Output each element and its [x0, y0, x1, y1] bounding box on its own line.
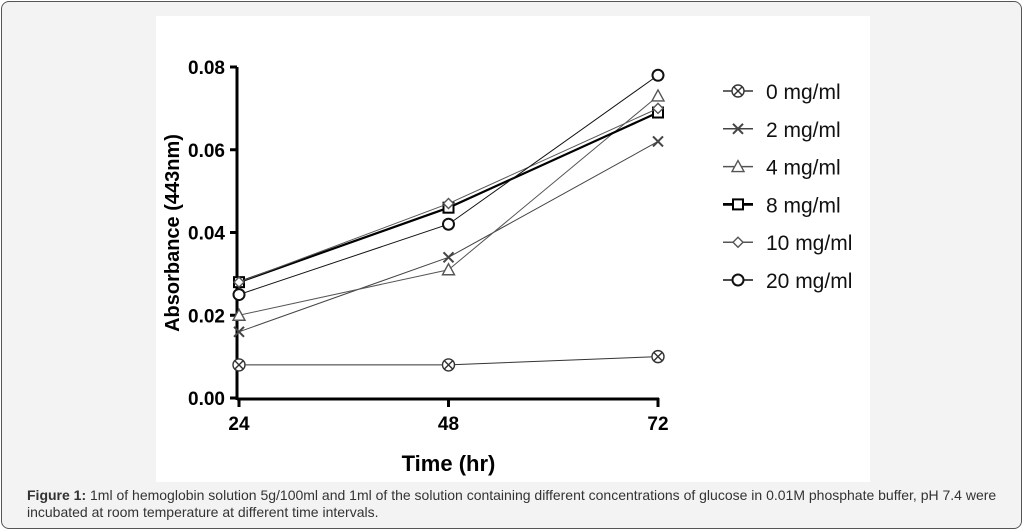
data-point-0-2: [651, 349, 665, 364]
y-tick-label: 0.00: [188, 389, 225, 410]
x-tick-label: 24: [228, 414, 250, 435]
legend-marker-0: [731, 84, 745, 98]
data-point-0-0: [232, 358, 246, 372]
data-point-2-0: [231, 307, 247, 321]
y-axis-label: Absorbance (443nm): [162, 134, 184, 332]
data-point-2-2: [650, 88, 666, 102]
legend-marker-2: [730, 159, 746, 173]
x-tick-label: 72: [647, 414, 668, 435]
x-tick-label: 48: [438, 414, 459, 435]
legend-label-2: 4 mg/ml: [766, 157, 841, 180]
legend-marker-3: [732, 198, 744, 211]
y-tick-label: 0.06: [188, 141, 225, 162]
data-point-1-0: [233, 326, 245, 338]
legend-marker-4: [732, 236, 744, 249]
caption-text: 1ml of hemoglobin solution 5g/100ml and …: [27, 487, 997, 520]
legend-label-5: 20 mg/ml: [766, 270, 852, 293]
legend-label-0: 0 mg/ml: [766, 81, 841, 104]
x-axis-label: Time (hr): [402, 451, 496, 476]
data-point-4-2: [652, 102, 664, 115]
data-point-1-1: [442, 251, 455, 264]
data-point-4-0: [233, 276, 245, 289]
data-point-5-0: [232, 288, 246, 302]
legend-label-3: 8 mg/ml: [766, 194, 841, 217]
y-tick-label: 0.08: [188, 58, 225, 79]
series-line-1: [238, 141, 659, 333]
figure-caption: Figure 1: 1ml of hemoglobin solution 5g/…: [27, 487, 1017, 521]
data-point-5-1: [442, 217, 455, 231]
series-line-5: [238, 74, 659, 296]
legend-marker-5: [731, 273, 745, 287]
data-point-1-2: [652, 135, 664, 148]
legend-label-1: 2 mg/ml: [766, 119, 841, 142]
caption-label: Figure 1:: [27, 487, 87, 503]
data-point-0-1: [441, 358, 456, 372]
legend-label-4: 10 mg/ml: [766, 232, 852, 255]
data-point-2-1: [441, 262, 456, 276]
y-tick-label: 0.02: [188, 306, 225, 327]
chart-panel: [156, 16, 870, 482]
data-point-5-2: [651, 68, 665, 82]
legend-marker-1: [732, 123, 744, 135]
data-point-4-1: [442, 197, 455, 210]
y-tick-label: 0.04: [188, 224, 225, 245]
